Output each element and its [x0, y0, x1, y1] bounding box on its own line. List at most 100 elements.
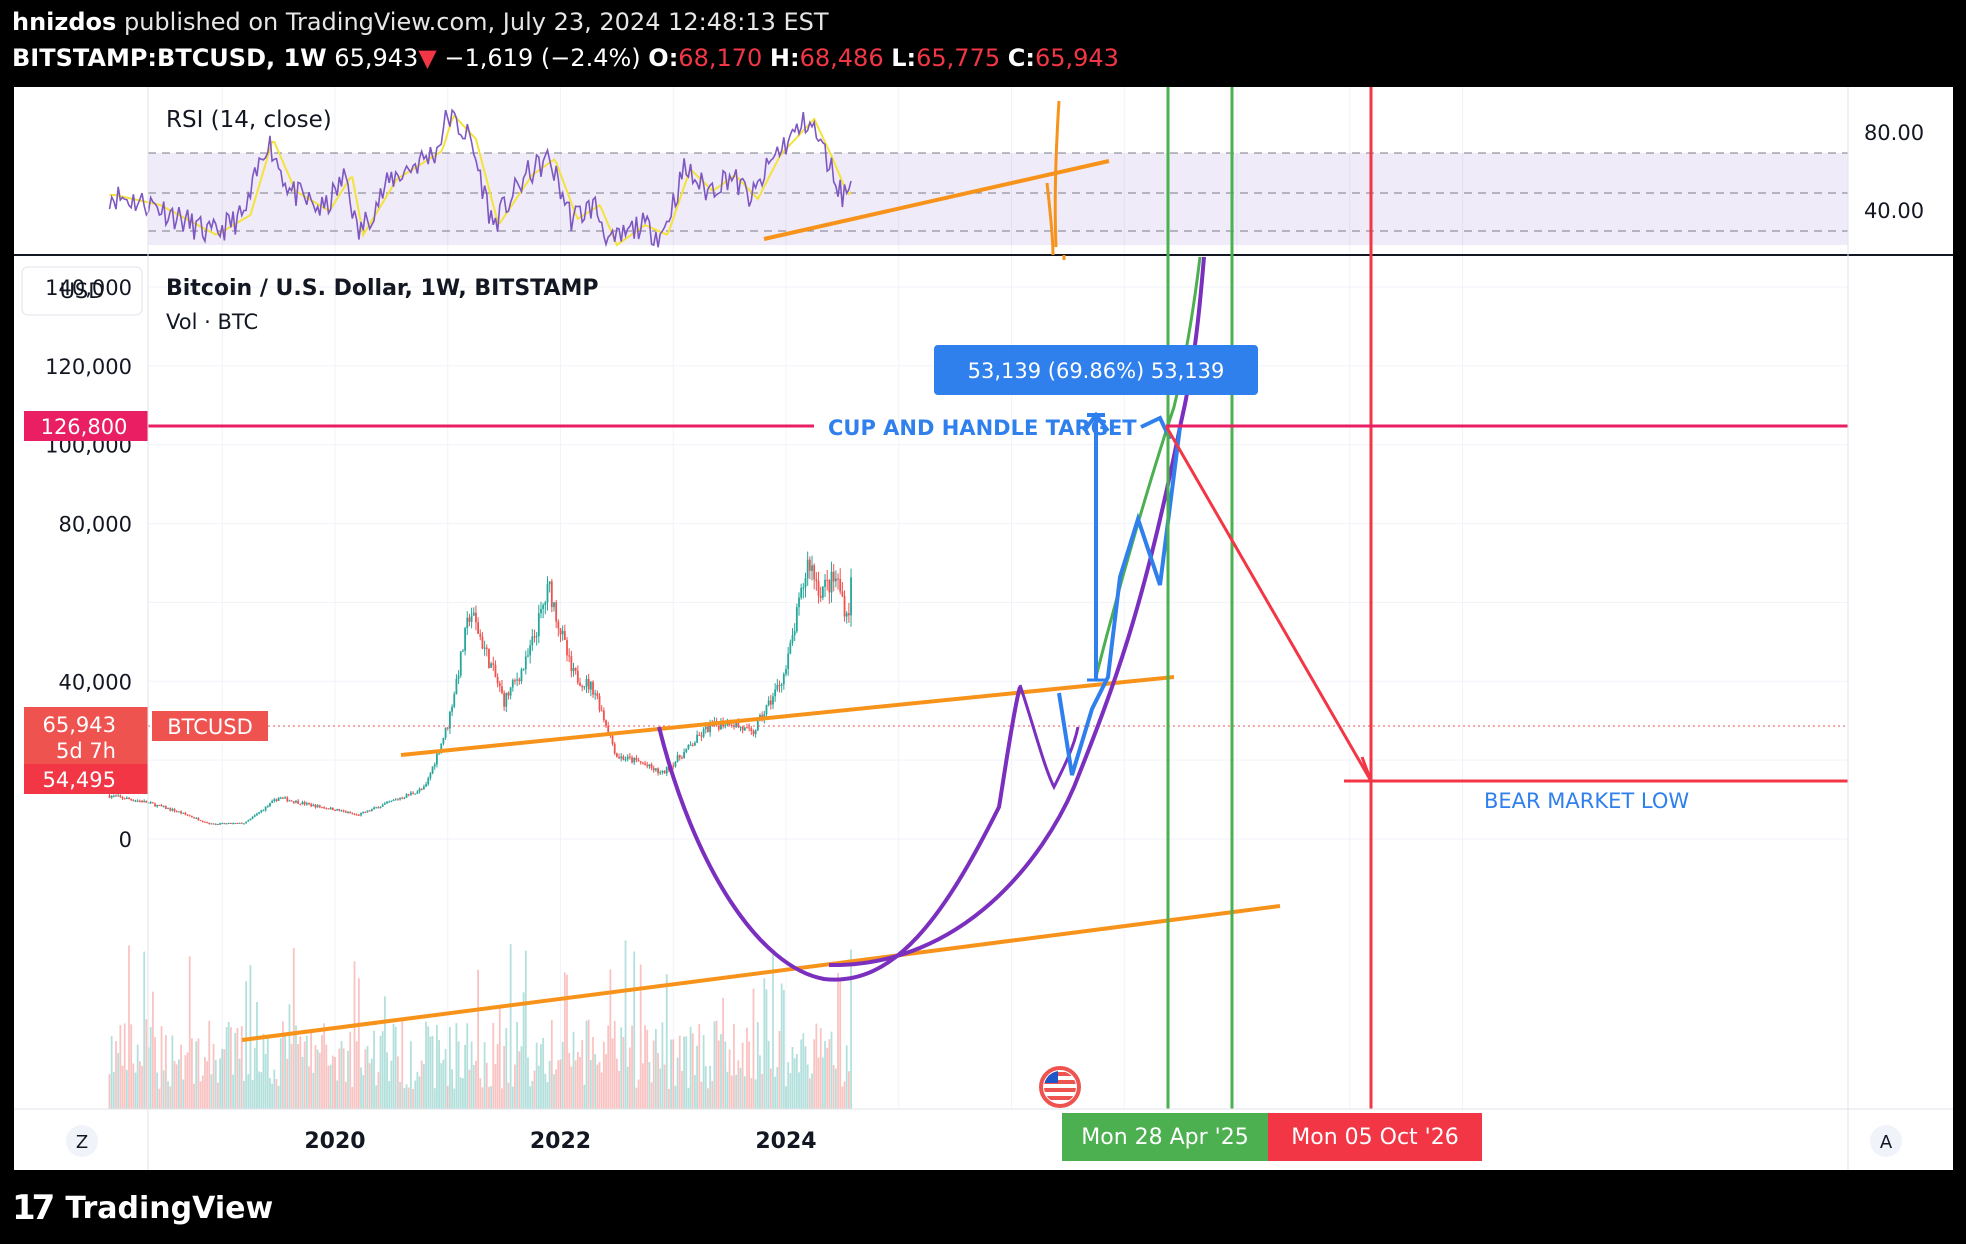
volume-bar: [420, 1060, 423, 1109]
volume-bar: [160, 1025, 163, 1109]
candle-body: [401, 798, 404, 800]
candle-body: [681, 757, 683, 759]
candle-body: [646, 765, 649, 767]
candle-body: [262, 810, 265, 812]
currency-button-label[interactable]: USD: [60, 279, 105, 303]
volume-bar: [475, 1060, 477, 1109]
candle-body: [420, 788, 423, 790]
candle-body: [381, 804, 384, 807]
volume-bar: [576, 1052, 579, 1109]
tradingview-logo-icon: 17: [12, 1188, 55, 1228]
candle-body: [230, 822, 232, 824]
volume-bar: [169, 1086, 172, 1109]
projection-path[interactable]: [1057, 426, 1182, 776]
candle-body: [483, 647, 486, 649]
candle-body: [236, 823, 239, 825]
candle-body: [676, 755, 679, 762]
volume-bar: [132, 1063, 135, 1109]
volume-bar: [674, 1085, 677, 1109]
volume-bar: [201, 1075, 204, 1109]
volume-bar: [156, 1072, 159, 1109]
volume-bar: [661, 1022, 664, 1109]
volume-bar: [628, 1047, 631, 1109]
us-flag-icon[interactable]: [1039, 1066, 1081, 1108]
volume-bar: [598, 1062, 601, 1109]
volume-bar: [774, 1076, 777, 1109]
currency-button[interactable]: [21, 266, 143, 316]
candle-body: [559, 628, 562, 635]
zoom-button[interactable]: Z: [66, 1125, 98, 1157]
volume-bar: [347, 1050, 349, 1109]
candle-body: [847, 613, 850, 616]
symbol-tag: BTCUSD: [152, 711, 268, 741]
volume-bar: [206, 1061, 208, 1109]
volume-bar: [310, 1031, 313, 1109]
auto-scale-button-label[interactable]: A: [1880, 1132, 1893, 1153]
volume-bar: [802, 1033, 805, 1109]
rsi-trendline[interactable]: [763, 159, 1110, 241]
volume-bar: [112, 1072, 115, 1109]
volume-bar: [544, 1073, 547, 1109]
chart-svg[interactable]: RSI (14, close): [14, 87, 1953, 1170]
candle-body: [579, 682, 581, 686]
volume-bar: [772, 954, 774, 1109]
volume-bar: [579, 1056, 581, 1109]
auto-scale-button[interactable]: A: [1870, 1125, 1902, 1157]
candle-body: [208, 822, 211, 824]
volume-bar: [195, 1041, 198, 1109]
candle-body: [264, 806, 267, 811]
volume-bar: [227, 1021, 230, 1109]
volume-bar: [438, 1040, 440, 1109]
volume-bar: [442, 1059, 445, 1109]
channel-lower-line[interactable]: [241, 904, 1281, 1042]
candle-body: [132, 799, 135, 801]
candle-body: [392, 800, 395, 802]
channel-upper-line[interactable]: [400, 675, 1175, 757]
candle-body: [730, 725, 733, 727]
volume-bar: [685, 1036, 688, 1109]
tradingview-logo[interactable]: 17 TradingView: [12, 1186, 273, 1230]
volume-bar: [553, 1074, 555, 1109]
candle-body: [344, 811, 347, 813]
auto-scale-button-bg[interactable]: [1870, 1125, 1902, 1157]
chart-area[interactable]: RSI (14, close): [14, 87, 1953, 1170]
measure-badge[interactable]: 53,139 (69.86%) 53,139: [934, 345, 1258, 395]
volume-bar: [453, 1088, 456, 1109]
volume-bar: [678, 1035, 681, 1109]
candle-body: [370, 809, 373, 811]
candle-body: [707, 726, 709, 733]
volume-bar: [295, 1025, 297, 1109]
candle-body: [308, 803, 310, 805]
candle-body: [743, 727, 746, 731]
zoom-button-bg[interactable]: [66, 1125, 98, 1157]
volume-bar: [344, 1081, 347, 1109]
zoom-button-label[interactable]: Z: [76, 1132, 88, 1153]
volume-bar: [546, 1082, 549, 1109]
candle-body: [572, 668, 575, 672]
volume-bar: [557, 1060, 560, 1109]
volume-bar: [609, 969, 612, 1109]
volume-bar: [336, 1080, 339, 1109]
candle-body: [702, 729, 705, 737]
date-badge-red-text: Mon 05 Oct '26: [1291, 1125, 1458, 1150]
cup-curve[interactable]: [657, 686, 1022, 982]
volume-bar: [247, 1074, 250, 1109]
volume-bar: [759, 1055, 761, 1109]
candle-body: [561, 631, 564, 635]
bear-path[interactable]: [1164, 425, 1373, 782]
volume-bar: [824, 1041, 826, 1109]
candle-body: [774, 689, 777, 697]
volume-bar: [340, 1041, 343, 1109]
volume-bar: [574, 1060, 577, 1109]
volume-bar: [691, 1033, 694, 1109]
candle-body: [507, 692, 510, 696]
volume-bar: [596, 1064, 599, 1109]
candle-body: [522, 669, 525, 671]
handle-curve[interactable]: [1018, 684, 1080, 791]
volume-bar: [431, 1035, 434, 1109]
candle-body: [557, 621, 560, 629]
volume-bar: [186, 1052, 189, 1109]
candle-body: [284, 797, 287, 799]
volume-bar: [123, 1023, 126, 1109]
candle-body: [468, 617, 471, 622]
